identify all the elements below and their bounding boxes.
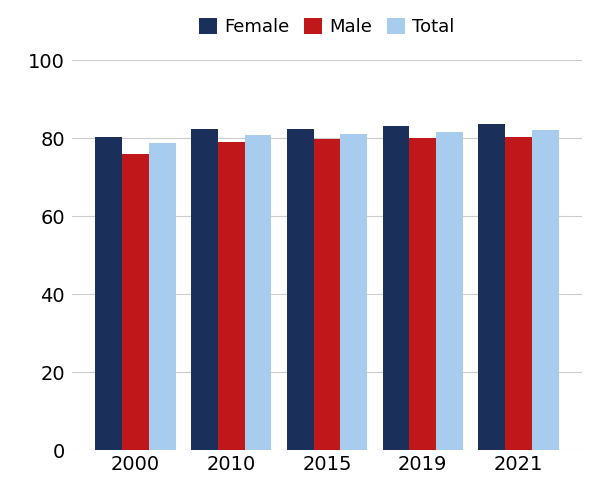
Bar	[383, 126, 409, 450]
Bar	[478, 124, 505, 450]
Bar	[314, 139, 340, 450]
Bar	[218, 142, 245, 450]
Bar	[122, 154, 149, 450]
Bar	[340, 134, 367, 450]
Bar	[191, 128, 218, 450]
Bar	[149, 143, 176, 450]
Bar	[409, 138, 436, 450]
Bar	[95, 137, 122, 450]
Legend: Female, Male, Total: Female, Male, Total	[192, 10, 462, 43]
Bar	[532, 130, 559, 450]
Bar	[245, 136, 271, 450]
Bar	[287, 128, 314, 450]
Bar	[505, 137, 532, 450]
Bar	[436, 132, 463, 450]
